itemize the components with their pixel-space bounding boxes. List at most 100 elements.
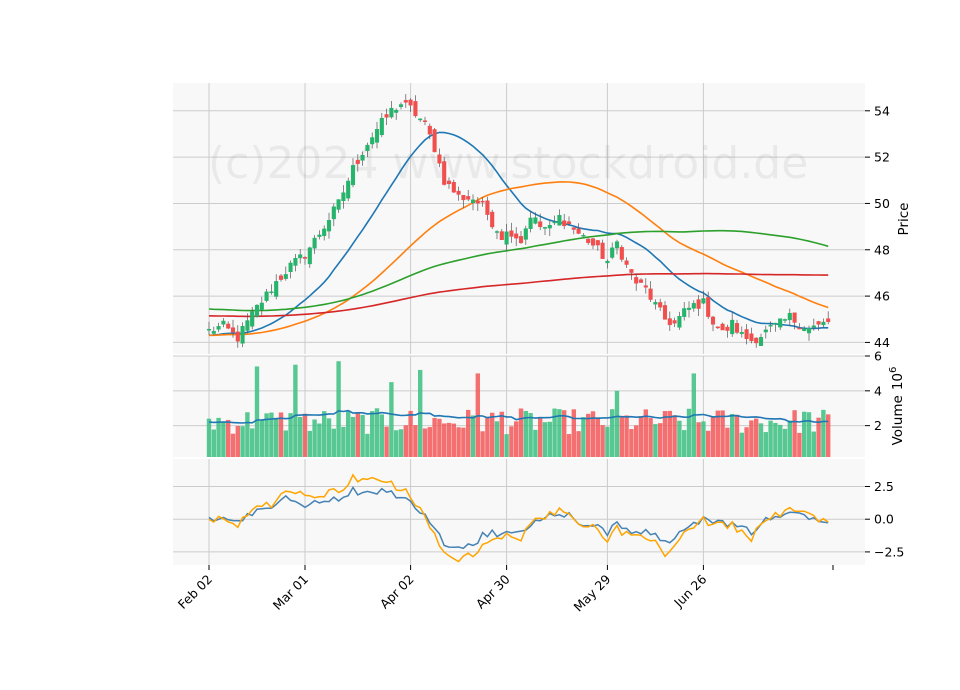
volume-bar (773, 422, 778, 457)
candle-body (518, 236, 524, 244)
volume-bar (667, 410, 672, 457)
ma-line-ma50 (209, 181, 829, 337)
candle-body (427, 125, 432, 135)
volume-bar (696, 422, 701, 457)
volume-bar (360, 414, 365, 457)
candle-body (734, 323, 740, 333)
candle-body (715, 326, 720, 329)
volume-bar (312, 419, 317, 457)
candle-body (226, 323, 231, 329)
volume-bar (643, 409, 648, 457)
candle-body (418, 118, 423, 121)
price-tick-44-label: 44 (874, 335, 890, 350)
candle-body (307, 247, 312, 265)
volume-bar (744, 427, 749, 457)
volume-exponent-base: 10 (890, 373, 906, 390)
candle-body (274, 281, 279, 297)
candle-body (557, 215, 562, 226)
volume-bar (245, 412, 250, 457)
candlesticks (206, 94, 831, 348)
volume-bar (226, 419, 231, 457)
candle-body (379, 117, 384, 136)
volume-bar (389, 382, 394, 457)
candle-body (403, 100, 408, 103)
candle-body (667, 318, 672, 326)
volume-bar (254, 366, 260, 457)
volume-bar (326, 418, 332, 457)
volume-bar (278, 412, 284, 457)
volume-bar (235, 425, 240, 457)
volume-bar (571, 409, 576, 457)
osc-tick--2.5-label: −2.5 (874, 544, 904, 559)
volume-tick-4-label: 4 (874, 383, 882, 398)
candle-body (346, 180, 351, 199)
volume-bar (211, 429, 216, 457)
candle-body (341, 192, 346, 201)
candle-body (456, 190, 461, 195)
candle-body (590, 238, 596, 246)
grid-lines (173, 83, 865, 565)
volume-bar (605, 426, 610, 457)
volume-bar (523, 410, 528, 457)
volume-bar (422, 428, 428, 457)
candle-body (725, 326, 730, 331)
candle-body (802, 328, 807, 331)
candle-body (739, 332, 744, 334)
volume-bar (216, 417, 221, 457)
moving-average-lines (208, 131, 829, 337)
volume-bar (768, 420, 773, 457)
volume-bar (302, 413, 308, 457)
price-tick-54-label: 54 (874, 103, 890, 118)
candle-body (658, 302, 663, 308)
volume-bar (730, 413, 735, 457)
volume-bar (629, 429, 634, 457)
volume-bar (283, 430, 288, 457)
volume-average-line (208, 409, 829, 424)
volume-bar (221, 421, 226, 457)
candle-body (216, 326, 221, 330)
candle-body (370, 137, 375, 145)
candle-body (302, 257, 308, 259)
volume-bar (802, 411, 807, 457)
volume-bar (778, 424, 783, 457)
candle-body (797, 327, 802, 330)
candle-body (672, 320, 677, 324)
volume-bar (494, 421, 500, 457)
price-tick-46-label: 46 (874, 289, 890, 304)
volume-bar (557, 409, 562, 457)
candle-body (322, 228, 327, 236)
candle-body (614, 241, 620, 249)
candle-body (595, 240, 600, 246)
candle-body (475, 200, 480, 204)
candle-body (317, 234, 322, 237)
candle-body (422, 120, 428, 122)
price-panel-background (173, 83, 865, 354)
candle-body (264, 291, 269, 301)
candle-body (250, 311, 255, 327)
candle-body (720, 323, 725, 331)
candle-body (638, 279, 644, 283)
volume-bar (514, 421, 519, 457)
osc-tick-0-label: 0.0 (874, 512, 894, 527)
candle-body (240, 326, 245, 344)
volume-bar (720, 410, 725, 457)
volume-bar (432, 417, 437, 457)
volume-bar (797, 432, 802, 457)
volume-bar (269, 412, 274, 457)
volume-bar (826, 414, 831, 457)
volume-bar (782, 428, 788, 457)
volume-bar (307, 430, 312, 457)
candle-body (619, 247, 624, 260)
x-tick-label-5: Jun 26 (670, 571, 709, 610)
candle-body (408, 99, 413, 106)
volume-tick-2-label: 2 (874, 418, 882, 433)
volume-bar (787, 420, 792, 457)
volume-bar (394, 430, 399, 457)
candle-body (696, 299, 701, 309)
candle-body (326, 220, 332, 232)
candle-body (485, 200, 490, 215)
volume-average-polyline (208, 409, 829, 424)
volume-bar (504, 434, 509, 457)
